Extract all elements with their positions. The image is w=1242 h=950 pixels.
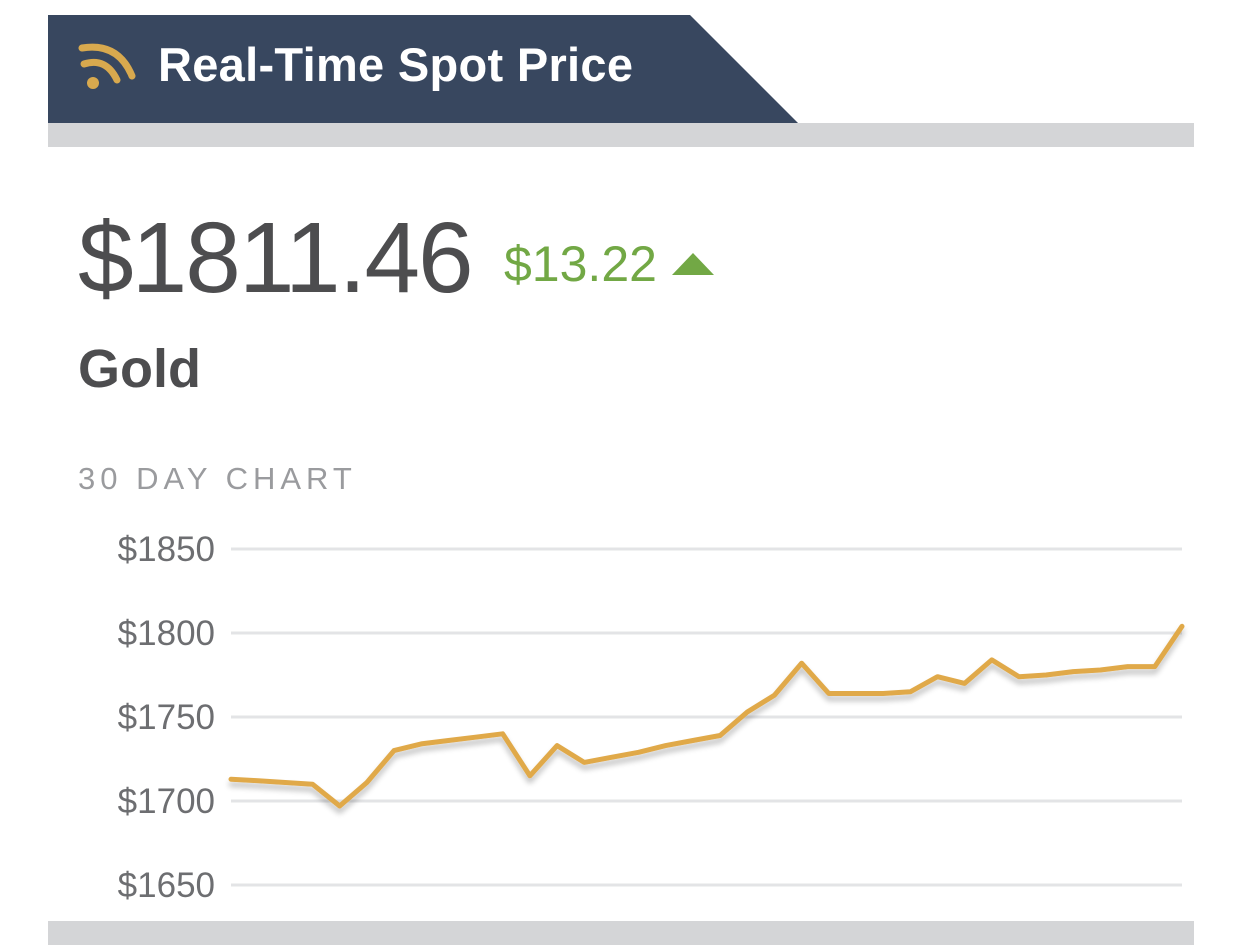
chart-gridlines: [231, 547, 1182, 887]
y-tick-label: $1800: [118, 614, 215, 653]
y-tick-label: $1650: [118, 866, 215, 905]
up-arrow-icon: [672, 253, 714, 275]
price-series-line: [228, 623, 1185, 809]
header-banner-bg: [48, 15, 798, 123]
y-tick-label: $1750: [118, 698, 215, 737]
y-axis-ticks: $1850 $1800 $1750 $1700 $1650: [118, 530, 215, 905]
header-title: Real-Time Spot Price: [158, 38, 634, 91]
chart-period-label: 30 DAY CHART: [78, 461, 357, 496]
chart-series: [228, 623, 1185, 809]
y-tick-label: $1850: [118, 530, 215, 569]
signal-icon: [78, 43, 136, 89]
footer-divider: [48, 921, 1194, 945]
price-change: $13.22: [504, 236, 657, 292]
y-tick-label: $1700: [118, 782, 215, 821]
spot-price-widget: Real-Time Spot Price $1811.46 $13.22 Gol…: [48, 15, 1194, 945]
price-line-chart: $1850 $1800 $1750 $1700 $1650: [118, 530, 1185, 905]
header-banner: Real-Time Spot Price: [48, 15, 800, 123]
spot-price-value: $1811.46: [78, 202, 474, 314]
header-divider: [48, 123, 1194, 147]
metal-name: Gold: [78, 339, 201, 399]
